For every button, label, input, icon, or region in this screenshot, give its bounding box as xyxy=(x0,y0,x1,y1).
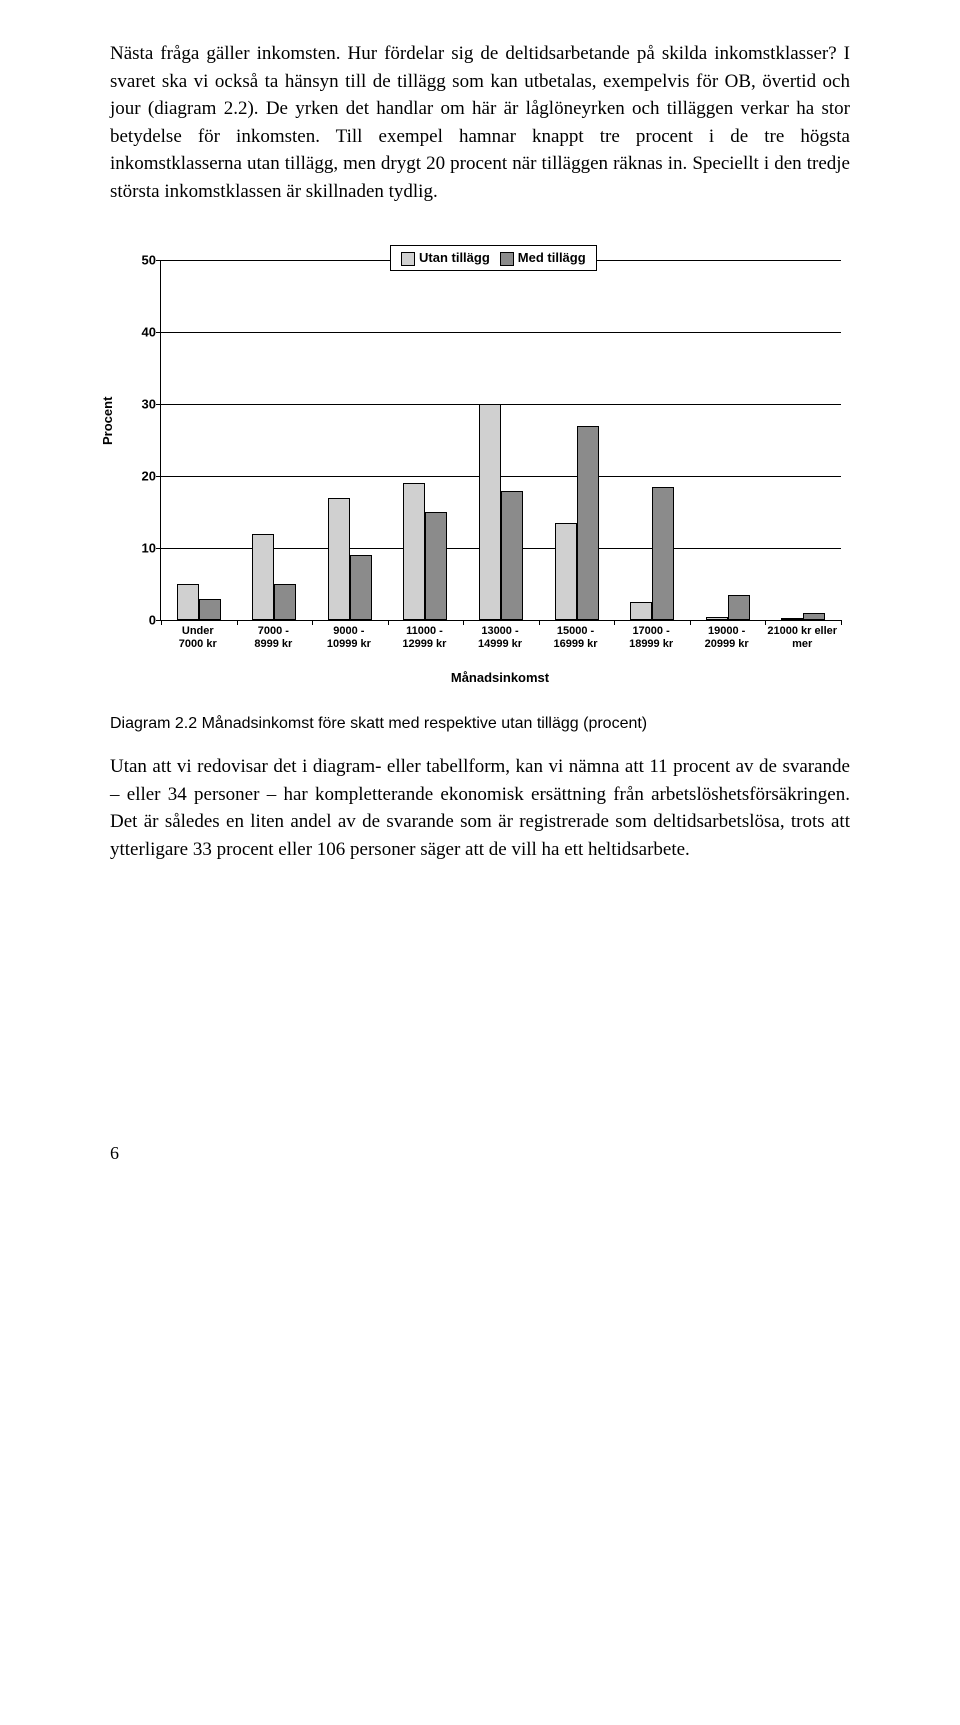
xtick-label: Under7000 kr xyxy=(160,625,236,651)
bar-med xyxy=(425,512,447,620)
xtick-label: 15000 -16999 kr xyxy=(538,625,614,651)
xtick-label: 7000 -8999 kr xyxy=(236,625,312,651)
paragraph-2: Utan att vi redovisar det i diagram- ell… xyxy=(110,753,850,863)
bar-utan xyxy=(328,498,350,620)
bar-utan xyxy=(706,617,728,621)
bar-med xyxy=(350,555,372,620)
legend-label-2: Med tillägg xyxy=(518,250,586,265)
chart: Utan tillägg Med tillägg Procent 0102030… xyxy=(110,245,850,705)
ytick-label: 40 xyxy=(131,325,156,340)
bar-med xyxy=(274,584,296,620)
bar-utan xyxy=(479,404,501,620)
bar-utan xyxy=(177,584,199,620)
chart-ylabel: Procent xyxy=(100,397,115,445)
ytick-label: 0 xyxy=(131,613,156,628)
xtick-label: 17000 -18999 kr xyxy=(613,625,689,651)
bar-med xyxy=(199,599,221,621)
bar-med xyxy=(577,426,599,620)
chart-legend: Utan tillägg Med tillägg xyxy=(390,245,597,271)
bar-med xyxy=(803,613,825,620)
paragraph-1: Nästa fråga gäller inkomsten. Hur fördel… xyxy=(110,40,850,205)
legend-swatch-1 xyxy=(401,252,415,266)
bar-utan xyxy=(555,523,577,620)
bar-med xyxy=(652,487,674,620)
bar-utan xyxy=(781,618,803,620)
gridline xyxy=(161,476,841,477)
chart-plot: 01020304050 xyxy=(160,260,841,621)
ytick-label: 20 xyxy=(131,469,156,484)
ytick-label: 30 xyxy=(131,397,156,412)
xtick-label: 19000 -20999 kr xyxy=(689,625,765,651)
bar-utan xyxy=(630,602,652,620)
chart-caption: Diagram 2.2 Månadsinkomst före skatt med… xyxy=(110,715,850,733)
bar-utan xyxy=(403,483,425,620)
bar-utan xyxy=(252,534,274,620)
gridline xyxy=(161,404,841,405)
xtick-label: 13000 -14999 kr xyxy=(462,625,538,651)
legend-label-1: Utan tillägg xyxy=(419,250,490,265)
xtick-label: 9000 -10999 kr xyxy=(311,625,387,651)
ytick-label: 10 xyxy=(131,541,156,556)
chart-xlabel: Månadsinkomst xyxy=(110,670,890,685)
ytick-label: 50 xyxy=(131,253,156,268)
chart-xlabels: Under7000 kr7000 -8999 kr9000 -10999 kr1… xyxy=(160,625,840,665)
page-number: 6 xyxy=(110,1143,850,1164)
bar-med xyxy=(728,595,750,620)
xtick-label: 11000 -12999 kr xyxy=(387,625,463,651)
legend-swatch-2 xyxy=(500,252,514,266)
gridline xyxy=(161,332,841,333)
bar-med xyxy=(501,491,523,621)
xtick-label: 21000 kr ellermer xyxy=(764,625,840,651)
